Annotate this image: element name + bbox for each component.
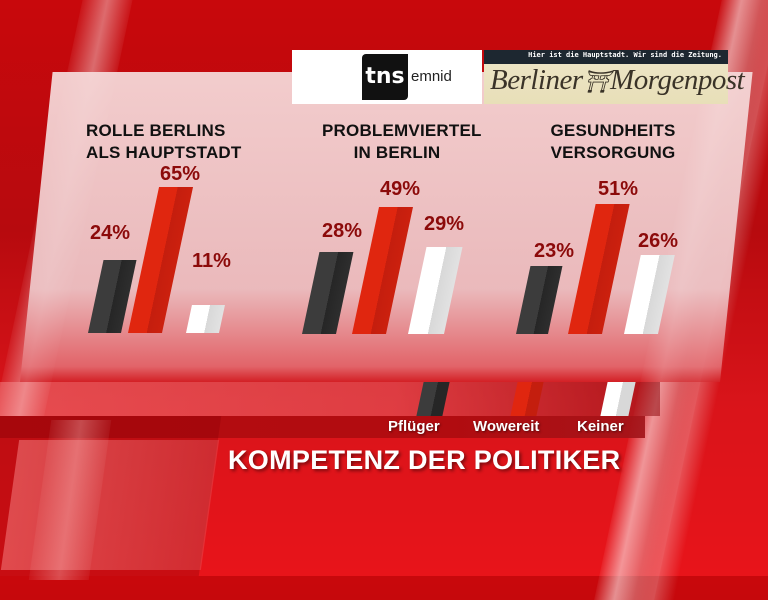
value-label: 29%	[424, 213, 465, 235]
value-label: 51%	[598, 178, 639, 200]
legend-label-pflueger: Pflüger	[388, 418, 440, 435]
legend-band	[0, 382, 660, 416]
bar-keiner	[186, 305, 225, 333]
value-label: 49%	[380, 178, 421, 200]
legend-label-wowereit: Wowereit	[473, 418, 540, 435]
legend-label-band	[0, 416, 645, 438]
value-label: 23%	[534, 240, 575, 262]
berliner-morgenpost-logo: Hier ist die Hauptstadt. Wir sind die Ze…	[484, 50, 745, 104]
group-title-problemviertel: PROBLEMVIERTEL IN BERLIN	[322, 121, 482, 162]
newspaper-slogan: Hier ist die Hauptstadt. Wir sind die Ze…	[528, 51, 722, 59]
chart-title: KOMPETENZ DER POLITIKER	[228, 445, 621, 475]
newspaper-name: Berliner⛩Morgenpost	[490, 64, 745, 97]
group-title-hauptstadt: ROLLE BERLINS ALS HAUPTSTADT	[86, 121, 242, 162]
value-label: 28%	[322, 220, 363, 242]
tns-logo: tns	[362, 54, 408, 100]
group-title-gesundheit: GESUNDHEITS VERSORGUNG	[550, 121, 676, 162]
newspaper-name-a: Berliner	[490, 64, 583, 96]
value-label: 65%	[160, 163, 201, 185]
emnid-label: emnid	[411, 68, 452, 85]
brandenburg-gate-icon: ⛩	[582, 69, 611, 94]
value-label: 11%	[192, 250, 231, 272]
value-label: 26%	[638, 230, 679, 252]
newspaper-name-b: Morgenpost	[610, 64, 745, 96]
legend-label-keiner: Keiner	[577, 418, 624, 435]
value-label: 24%	[90, 222, 131, 244]
